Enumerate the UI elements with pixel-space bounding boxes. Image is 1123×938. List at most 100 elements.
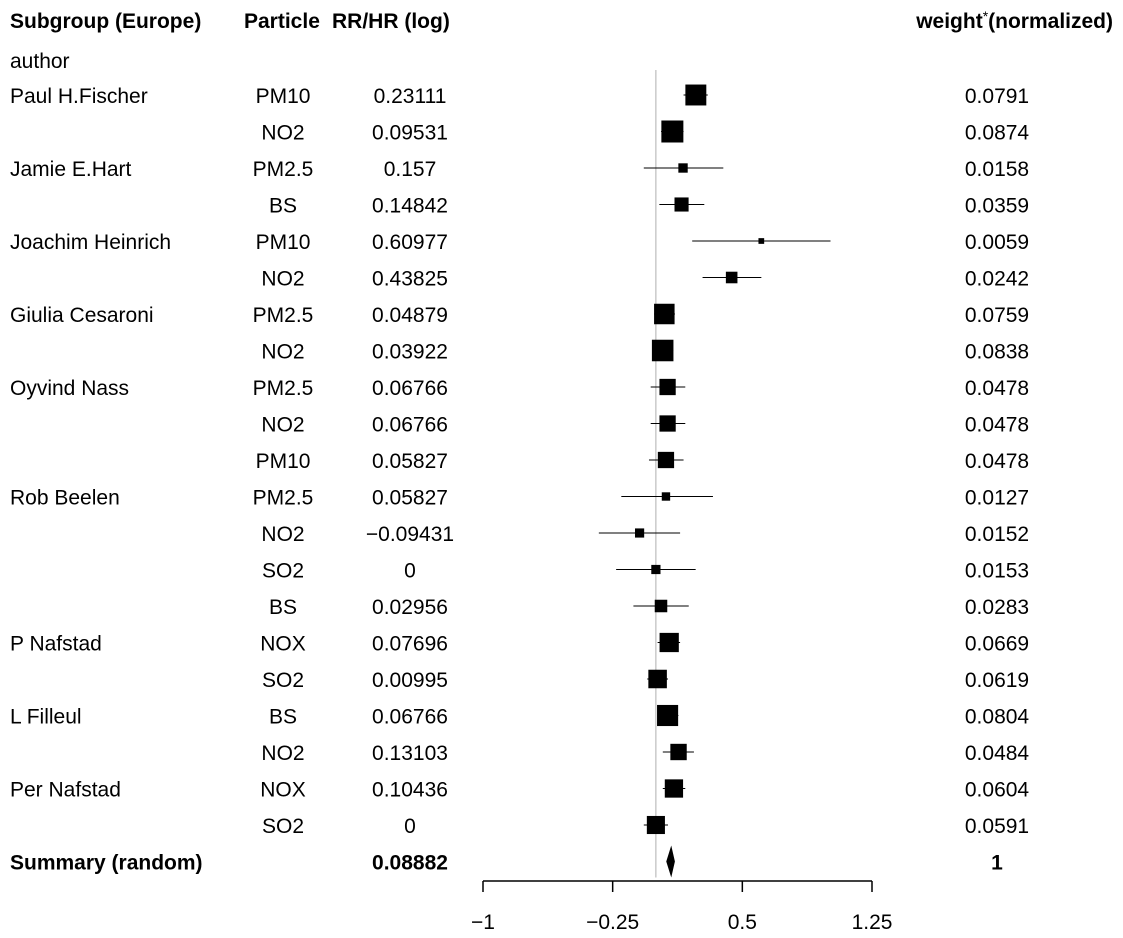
row-particle: BS xyxy=(269,195,297,218)
point-estimate xyxy=(648,669,667,689)
rows-layer: Paul H.Fischer PM10 0.23111 0.0791 NO2 0.0953… xyxy=(10,84,1030,838)
row-author: Per Nafstad xyxy=(10,779,121,802)
forest-row: Giulia Cesaroni PM2.5 0.04879 0.0759 xyxy=(10,303,1029,327)
forest-row: BS 0.02956 0.0283 xyxy=(269,596,1029,619)
summary-diamond xyxy=(666,845,675,878)
header-author: author xyxy=(10,50,70,73)
row-author: Jamie E.Hart xyxy=(10,158,132,181)
row-particle: BS xyxy=(269,706,297,729)
row-estimate: 0.04879 xyxy=(372,304,448,327)
row-estimate: 0.06766 xyxy=(372,414,448,437)
forest-row: L Filleul BS 0.06766 0.0804 xyxy=(10,704,1029,729)
row-weight: 0.0127 xyxy=(965,487,1029,510)
point-estimate xyxy=(657,451,675,469)
row-estimate: 0.07696 xyxy=(372,633,448,656)
x-axis: −1 −0.25 0.5 1.25 xyxy=(471,880,893,934)
forest-row: Oyvind Nass PM2.5 0.06766 0.0478 xyxy=(10,377,1029,400)
row-estimate: 0.13103 xyxy=(372,742,448,765)
row-estimate: −0.09431 xyxy=(366,523,454,546)
row-estimate: 0.43825 xyxy=(372,268,448,291)
forest-row: P Nafstad NOX 0.07696 0.0669 xyxy=(10,633,1029,656)
x-tick-label: 0.5 xyxy=(728,911,757,934)
forest-row: BS 0.14842 0.0359 xyxy=(269,195,1029,218)
forest-row: Rob Beelen PM2.5 0.05827 0.0127 xyxy=(10,487,1029,510)
row-particle: NOX xyxy=(260,779,306,802)
header-particle: Particle xyxy=(244,10,320,33)
header-subgroup: Subgroup (Europe) xyxy=(10,10,201,33)
point-estimate xyxy=(758,238,765,244)
x-tick-label: −0.25 xyxy=(586,911,639,934)
row-weight: 0.0158 xyxy=(965,158,1029,181)
forest-row: SO2 0.00995 0.0619 xyxy=(262,669,1029,692)
row-weight: 0.0874 xyxy=(965,122,1030,145)
forest-row: SO2 0 0.0153 xyxy=(262,560,1029,583)
row-particle: SO2 xyxy=(262,669,304,692)
row-particle: NO2 xyxy=(261,268,304,291)
point-estimate xyxy=(659,415,676,432)
row-weight: 0.0478 xyxy=(965,450,1029,473)
row-weight: 0.0759 xyxy=(965,304,1029,327)
row-estimate: 0.06766 xyxy=(372,706,448,729)
x-tick-label: 1.25 xyxy=(852,911,893,934)
row-estimate: 0.05827 xyxy=(372,450,448,473)
row-estimate: 0 xyxy=(404,560,416,583)
header-weight-normalized: (normalized) xyxy=(988,10,1113,33)
point-estimate xyxy=(670,743,687,761)
row-weight: 0.0669 xyxy=(965,633,1029,656)
forest-row: Per Nafstad NOX 0.10436 0.0604 xyxy=(10,779,1029,802)
forest-row: Jamie E.Hart PM2.5 0.157 0.0158 xyxy=(10,158,1029,181)
summary-estimate: 0.08882 xyxy=(372,852,448,875)
row-particle: NOX xyxy=(260,633,306,656)
point-estimate xyxy=(659,632,679,653)
forest-row: NO2 0.13103 0.0484 xyxy=(261,742,1029,765)
row-author: Oyvind Nass xyxy=(10,377,129,400)
point-estimate xyxy=(651,339,674,362)
row-particle: NO2 xyxy=(261,341,304,364)
row-estimate: 0.157 xyxy=(384,158,437,181)
row-estimate: 0.14842 xyxy=(372,195,448,218)
point-estimate xyxy=(657,704,679,727)
point-estimate xyxy=(674,197,689,212)
forest-row: NO2 0.43825 0.0242 xyxy=(261,268,1029,291)
row-weight: 0.0283 xyxy=(965,596,1029,619)
row-particle: NO2 xyxy=(261,523,304,546)
row-estimate: 0.05827 xyxy=(372,487,448,510)
row-weight: 0.0791 xyxy=(965,85,1029,108)
summary-label: Summary (random) xyxy=(10,852,203,875)
row-estimate: 0.10436 xyxy=(372,779,448,802)
point-estimate xyxy=(654,303,675,325)
forest-row: NO2 0.06766 0.0478 xyxy=(261,414,1029,437)
row-author: P Nafstad xyxy=(10,633,102,656)
header-weight-star: * xyxy=(983,8,989,24)
row-weight: 0.0152 xyxy=(965,523,1029,546)
row-particle: PM10 xyxy=(256,231,311,254)
forest-row: SO2 0 0.0591 xyxy=(262,815,1029,838)
row-particle: PM2.5 xyxy=(253,304,314,327)
row-author: Rob Beelen xyxy=(10,487,120,510)
point-estimate xyxy=(678,163,688,173)
row-author: Joachim Heinrich xyxy=(10,231,171,254)
row-author: Giulia Cesaroni xyxy=(10,304,154,327)
row-particle: NO2 xyxy=(261,414,304,437)
row-weight: 0.0242 xyxy=(965,268,1029,291)
row-weight: 0.0619 xyxy=(965,669,1029,692)
row-particle: SO2 xyxy=(262,815,304,838)
row-weight: 0.0153 xyxy=(965,560,1029,583)
row-author: L Filleul xyxy=(10,706,82,729)
header-weight: weight*(normalized) xyxy=(915,8,1113,33)
row-author: Paul H.Fischer xyxy=(10,85,148,108)
point-estimate xyxy=(651,564,661,575)
row-estimate: 0.06766 xyxy=(372,377,448,400)
row-weight: 0.0604 xyxy=(965,779,1030,802)
point-estimate xyxy=(659,378,676,396)
row-estimate: 0.03922 xyxy=(372,341,448,364)
point-estimate xyxy=(634,528,645,538)
point-estimate xyxy=(685,84,707,106)
row-particle: PM2.5 xyxy=(253,158,314,181)
row-weight: 0.0838 xyxy=(965,341,1029,364)
row-weight: 0.0591 xyxy=(965,815,1029,838)
point-estimate xyxy=(646,815,665,835)
point-estimate xyxy=(725,271,738,284)
row-particle: NO2 xyxy=(261,122,304,145)
row-estimate: 0.02956 xyxy=(372,596,448,619)
